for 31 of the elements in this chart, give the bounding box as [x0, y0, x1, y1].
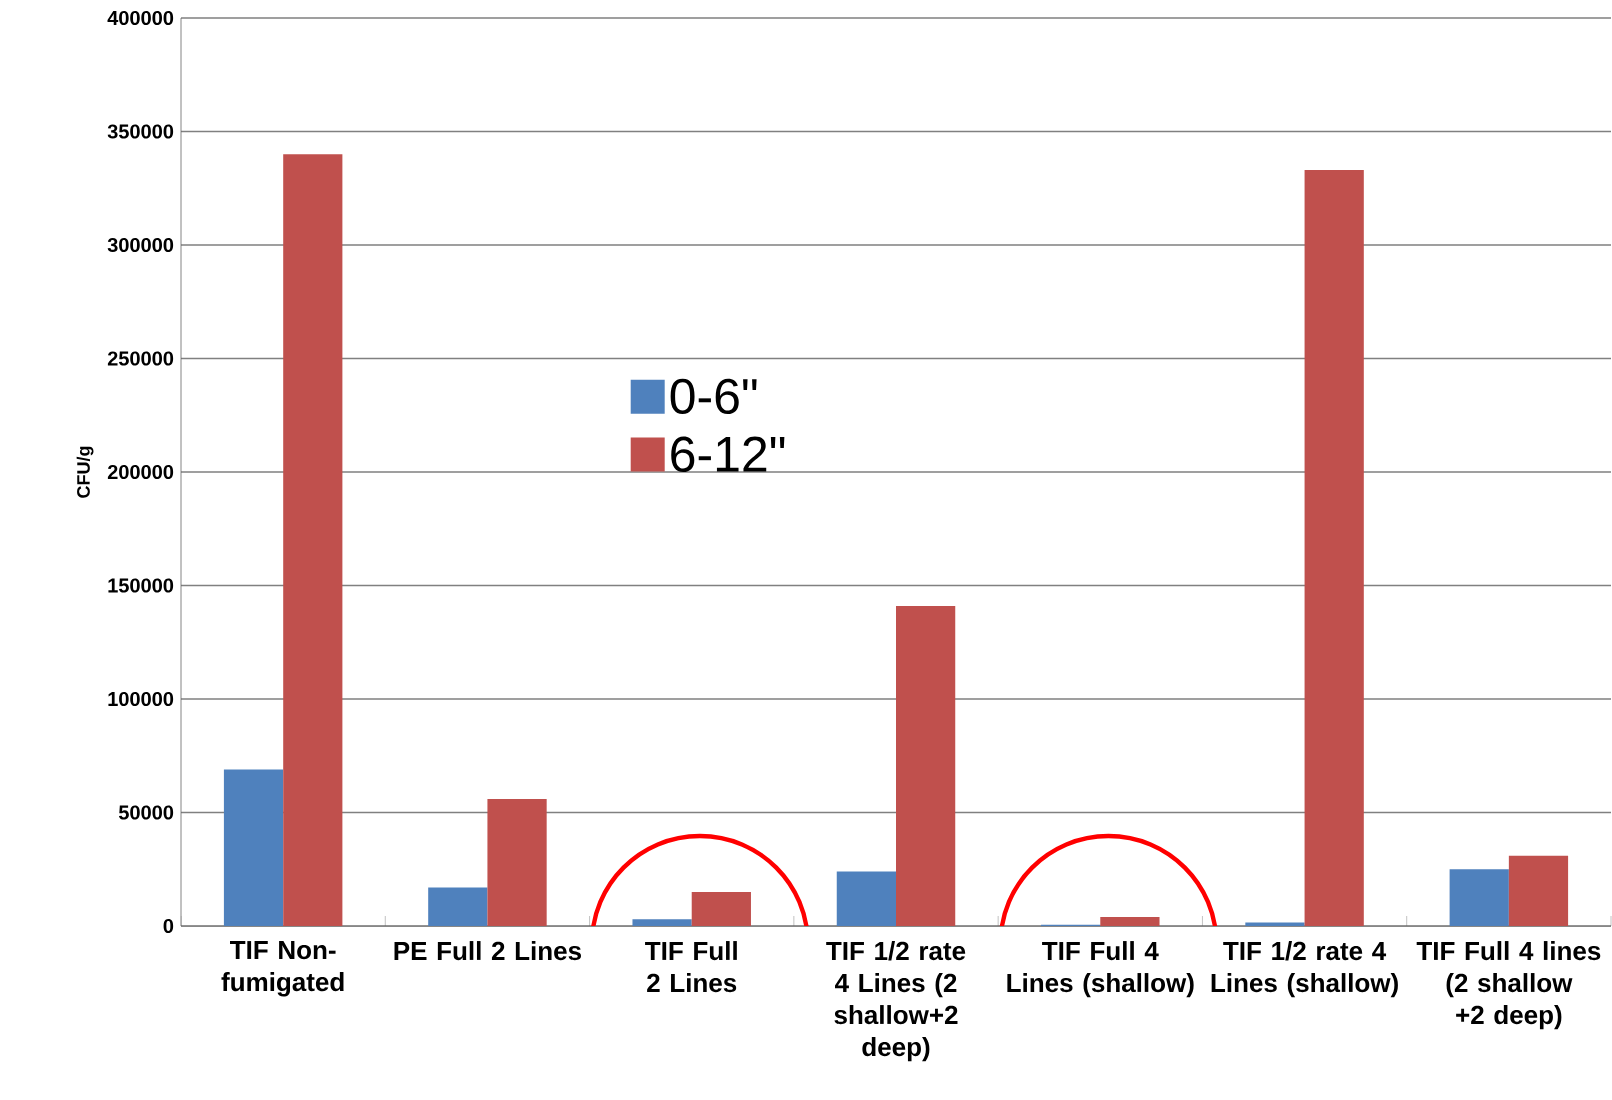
x-tick-label: PE Full 2 Lines — [394, 941, 581, 961]
y-tick-label: 100000 — [108, 691, 174, 707]
x-tick-label: TIF 1/2 rate 4 Lines (2 shallow+2 deep) — [826, 941, 966, 1062]
x-tick-label: TIF Full 4 Lines (shallow) — [1007, 941, 1194, 998]
bar — [836, 871, 896, 927]
bar — [1508, 855, 1569, 927]
bar — [1304, 170, 1364, 927]
bar — [283, 154, 343, 927]
bar — [223, 769, 284, 927]
bar — [691, 891, 751, 927]
y-tick-label: 300000 — [107, 237, 174, 253]
bar — [632, 919, 692, 927]
y-axis-title: CFU/g — [76, 446, 94, 498]
y-tick-label: 350000 — [107, 124, 174, 139]
bar — [428, 887, 488, 927]
y-tick-label: 150000 — [108, 578, 174, 593]
legend-label: 0-6" — [670, 378, 757, 415]
y-tick-label: 200000 — [107, 464, 174, 480]
legend-label: 6-12" — [671, 436, 785, 473]
bar — [487, 798, 547, 927]
y-tick-label: 50000 — [118, 805, 174, 820]
x-tick-label: TIF 1/2 rate 4 Lines (shallow) — [1211, 941, 1398, 998]
bar — [1449, 869, 1509, 927]
x-tick-label: TIF Full 2 Lines — [645, 941, 737, 993]
y-tick-label: 250000 — [107, 351, 174, 366]
bar — [1100, 916, 1160, 927]
y-tick-label: 400000 — [107, 10, 174, 26]
x-tick-label: TIF Full 4 lines (2 shallow +2 deep) — [1416, 941, 1601, 1030]
x-tick-label: TIF Non-fumigated — [221, 941, 344, 997]
bar — [896, 605, 956, 927]
y-tick-label: 0 — [163, 918, 174, 934]
